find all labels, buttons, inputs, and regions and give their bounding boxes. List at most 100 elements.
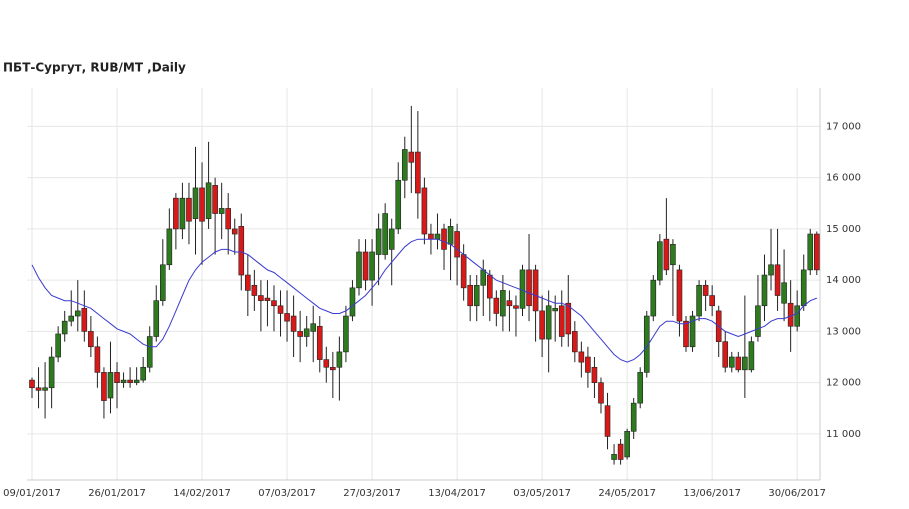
candle-body xyxy=(277,305,284,314)
candle-body xyxy=(643,315,650,373)
candle-body xyxy=(755,305,761,337)
candle-body xyxy=(415,151,421,194)
candle-body xyxy=(670,243,676,266)
candle-body xyxy=(133,379,140,383)
candle-body xyxy=(630,402,637,432)
candle-body xyxy=(722,341,729,368)
candle-body xyxy=(245,274,251,291)
candle-body xyxy=(388,228,395,250)
candle-body xyxy=(683,320,689,348)
candle-body xyxy=(800,269,807,307)
y-tick-label: 12 000 xyxy=(826,378,861,389)
candle-body xyxy=(81,308,88,332)
x-tick-label: 24/05/2017 xyxy=(598,488,656,499)
candle-body xyxy=(349,287,356,317)
candle-body xyxy=(454,231,460,258)
x-tick-label: 14/02/2017 xyxy=(173,488,231,499)
candle-body xyxy=(611,454,617,460)
candle-body xyxy=(166,228,173,266)
candle-body xyxy=(225,208,231,230)
candle-body xyxy=(467,284,473,307)
candle-body xyxy=(617,443,624,460)
candle-body xyxy=(480,269,487,286)
candle-body xyxy=(120,379,127,383)
candle-body xyxy=(375,228,382,255)
candle-body xyxy=(585,356,591,373)
candle-body xyxy=(218,208,225,214)
candle-body xyxy=(637,372,644,404)
candle-body xyxy=(408,151,415,163)
candle-body xyxy=(271,300,277,307)
candle-body xyxy=(61,320,68,335)
x-tick-label: 13/04/2017 xyxy=(428,488,486,499)
candle-body xyxy=(382,213,388,255)
candle-body xyxy=(578,351,585,363)
candle-body xyxy=(591,366,598,383)
candle-body xyxy=(702,284,709,296)
candle-body xyxy=(88,331,94,348)
candle-body xyxy=(774,264,781,296)
candle-body xyxy=(284,313,290,322)
candle-body xyxy=(343,315,349,353)
y-tick-label: 11 000 xyxy=(826,429,861,440)
candle-body xyxy=(532,269,539,312)
candle-body xyxy=(676,269,683,322)
candle-body xyxy=(709,295,715,307)
candle-body xyxy=(519,269,526,309)
candle-body xyxy=(768,264,774,276)
candle-body xyxy=(101,372,107,401)
candle-body xyxy=(657,241,663,281)
candle-body xyxy=(513,305,519,309)
candle-body xyxy=(330,366,336,371)
candle-body xyxy=(127,379,133,383)
x-tick-label: 26/01/2017 xyxy=(88,488,146,499)
candle-body xyxy=(68,315,75,322)
candle-body xyxy=(290,315,297,332)
candle-body xyxy=(264,297,271,301)
candle-body xyxy=(179,197,186,230)
candle-body xyxy=(55,333,61,358)
candle-body xyxy=(460,254,467,289)
candle-body xyxy=(558,305,565,337)
candle-body xyxy=(539,310,545,340)
candle-body xyxy=(552,308,559,312)
candle-body xyxy=(748,341,755,371)
x-tick-label: 09/01/2017 xyxy=(3,488,61,499)
candle-body xyxy=(572,331,578,353)
candle-body xyxy=(545,305,552,340)
candle-body xyxy=(395,179,402,230)
candle-body xyxy=(421,187,428,235)
candle-body xyxy=(401,149,408,181)
candle-body xyxy=(500,290,506,317)
candle-body xyxy=(735,356,742,371)
candle-body xyxy=(48,356,55,389)
x-tick-label: 30/06/2017 xyxy=(768,488,826,499)
candle-body xyxy=(696,284,702,317)
y-tick-label: 16 000 xyxy=(826,173,861,184)
candle-body xyxy=(447,226,454,245)
candle-body xyxy=(114,372,120,383)
candle-body xyxy=(251,284,258,296)
candle-body xyxy=(356,251,362,289)
candle-body xyxy=(186,197,192,222)
candle-body xyxy=(794,305,800,327)
chart-title: ПБТ-Сургут, RUB/MT ,Daily xyxy=(3,61,186,75)
candle-body xyxy=(663,238,670,271)
candle-body xyxy=(173,197,179,230)
y-tick-label: 17 000 xyxy=(826,121,861,132)
candle-body xyxy=(160,264,166,301)
candle-body xyxy=(781,282,787,304)
candle-body xyxy=(624,431,630,458)
candle-body xyxy=(362,251,369,281)
candle-body xyxy=(310,323,317,332)
candle-body xyxy=(742,356,748,371)
candle-body xyxy=(153,300,160,337)
candle-body xyxy=(231,228,238,235)
candle-body xyxy=(486,274,493,299)
candle-body xyxy=(303,328,310,337)
candle-body xyxy=(146,336,153,368)
x-tick-label: 13/06/2017 xyxy=(683,488,741,499)
x-tick-label: 27/03/2017 xyxy=(343,488,401,499)
candle-body xyxy=(506,300,513,307)
x-tick-label: 03/05/2017 xyxy=(513,488,571,499)
